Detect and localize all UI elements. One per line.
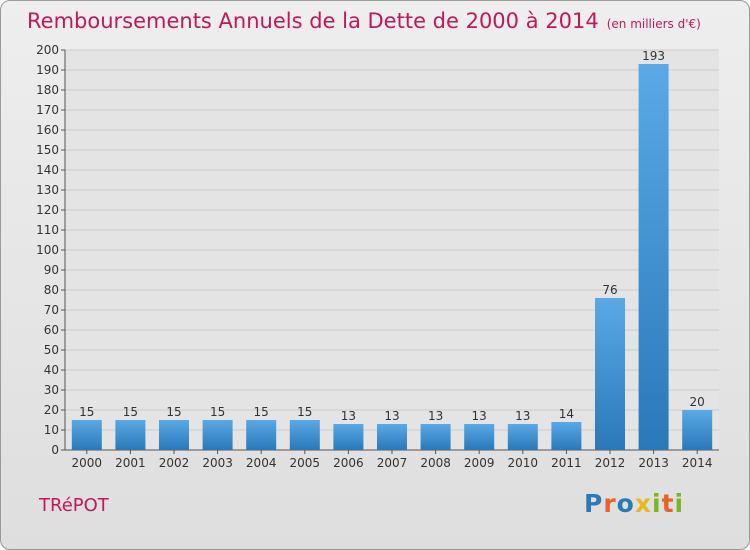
y-tick-label: 110	[36, 223, 59, 237]
y-tick-label: 200	[36, 43, 59, 57]
x-tick-label: 2011	[551, 456, 582, 470]
y-tick-label: 30	[44, 383, 59, 397]
y-tick-label: 0	[51, 443, 59, 457]
bar	[246, 420, 277, 450]
y-tick-label: 90	[44, 263, 59, 277]
bar	[420, 424, 451, 450]
bar-value-label: 15	[297, 405, 312, 419]
y-tick-label: 10	[44, 423, 59, 437]
logo-letter: P	[584, 489, 604, 518]
commune-name: TRéPOT	[39, 495, 109, 516]
bar-value-label: 15	[210, 405, 225, 419]
bar-value-label: 20	[690, 395, 705, 409]
chart-title: Remboursements Annuels de la Dette de 20…	[27, 9, 701, 33]
y-tick-label: 50	[44, 343, 59, 357]
y-tick-label: 160	[36, 123, 59, 137]
y-tick-label: 150	[36, 143, 59, 157]
bar-value-label: 13	[515, 409, 530, 423]
bar-value-label: 15	[79, 405, 94, 419]
bar-value-label: 14	[559, 407, 574, 421]
bar	[71, 420, 102, 450]
y-tick-label: 60	[44, 323, 59, 337]
y-tick-label: 170	[36, 103, 59, 117]
bar	[682, 410, 713, 450]
bar-value-label: 15	[166, 405, 181, 419]
bar	[115, 420, 146, 450]
y-tick-label: 120	[36, 203, 59, 217]
bar-value-label: 13	[472, 409, 487, 423]
x-tick-label: 2009	[464, 456, 495, 470]
logo-letter: o	[616, 489, 635, 518]
bar-value-label: 13	[341, 409, 356, 423]
y-tick-label: 20	[44, 403, 59, 417]
logo-letter: i	[674, 489, 685, 518]
bar	[507, 424, 538, 450]
y-tick-label: 130	[36, 183, 59, 197]
bar	[377, 424, 407, 450]
x-tick-label: 2005	[290, 456, 321, 470]
x-tick-label: 2004	[246, 456, 277, 470]
bar-value-label: 13	[384, 409, 399, 423]
y-tick-label: 140	[36, 163, 59, 177]
logo-letter: i	[652, 489, 662, 518]
title-text: Remboursements Annuels de la Dette de 20…	[27, 9, 599, 33]
y-tick-label: 180	[36, 83, 59, 97]
x-tick-label: 2000	[72, 456, 103, 470]
bar-value-label: 13	[428, 409, 443, 423]
bar	[551, 422, 582, 450]
bar-value-label: 15	[123, 405, 138, 419]
y-tick-label: 40	[44, 363, 59, 377]
y-tick-label: 70	[44, 303, 59, 317]
bar-value-label: 15	[254, 405, 269, 419]
bar	[159, 420, 189, 450]
x-tick-label: 2010	[508, 456, 539, 470]
logo-letter: x	[634, 489, 652, 518]
x-tick-label: 2013	[638, 456, 669, 470]
logo-letter: t	[661, 489, 675, 518]
bar	[595, 298, 625, 450]
x-tick-label: 2007	[377, 456, 408, 470]
logo-letter: r	[603, 489, 617, 518]
x-tick-label: 2001	[115, 456, 146, 470]
bar	[333, 424, 364, 450]
x-tick-label: 2003	[202, 456, 233, 470]
y-tick-label: 100	[36, 243, 59, 257]
chart-subtitle: (en milliers d'€)	[606, 17, 701, 31]
y-tick-label: 190	[36, 63, 59, 77]
bar	[202, 420, 233, 450]
x-tick-label: 2008	[420, 456, 451, 470]
bar	[464, 424, 495, 450]
bar	[289, 420, 320, 450]
x-tick-label: 2006	[333, 456, 364, 470]
bar-value-label: 193	[642, 49, 665, 63]
x-tick-label: 2012	[595, 456, 626, 470]
bar	[638, 64, 669, 450]
bar-value-label: 76	[602, 283, 617, 297]
x-tick-label: 2002	[159, 456, 190, 470]
y-tick-label: 80	[44, 283, 59, 297]
proxiti-logo: Proxiti	[584, 489, 684, 518]
x-tick-label: 2014	[682, 456, 713, 470]
